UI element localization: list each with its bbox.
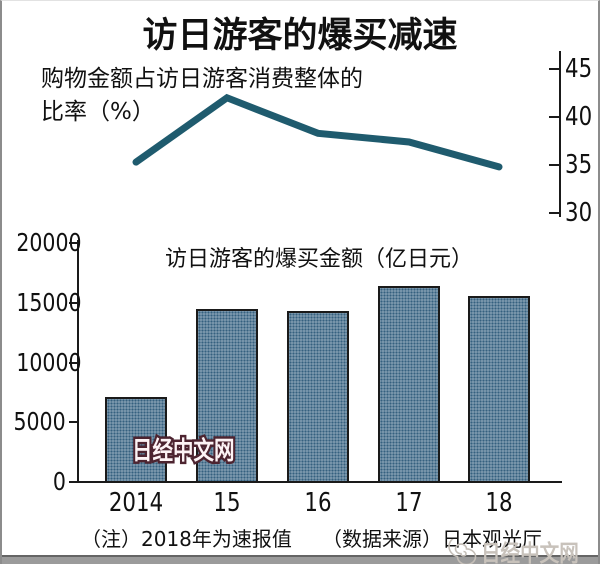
y-tick-label: 45 <box>565 54 593 84</box>
y-tick-label: 20000 <box>16 228 82 257</box>
spiral-icon <box>448 538 477 564</box>
bar-chart-x-axis <box>77 481 562 483</box>
x-label-2014: 2014 <box>108 488 164 518</box>
y-tick <box>549 68 561 70</box>
footnote: （注）2018年为速报值 <box>81 527 292 551</box>
bar-16 <box>287 311 349 483</box>
y-tick <box>69 301 79 304</box>
line-chart-y-axis <box>559 51 561 217</box>
bar-17 <box>378 286 440 483</box>
y-tick <box>69 361 79 364</box>
watermark-bottom-right-text: 日经中文网 <box>481 541 579 564</box>
data-source-note: （数据来源）日本观光厅 <box>322 527 542 551</box>
watermark-bottom-right: 日经中文网 <box>448 534 596 564</box>
y-tick <box>69 242 79 244</box>
watermark-center: 日经中文网 <box>130 434 237 468</box>
bar-18 <box>468 295 530 483</box>
y-tick <box>549 212 561 214</box>
y-tick-label: 15000 <box>16 287 82 317</box>
page-title: 访日游客的爆买减速 <box>142 16 458 56</box>
bar-15 <box>196 308 258 483</box>
y-tick-label: 0 <box>52 467 66 496</box>
y-tick-label: 30 <box>565 198 593 228</box>
x-label-15: 15 <box>213 488 241 518</box>
y-tick-label: 10000 <box>16 347 82 377</box>
bar-chart-title: 访日游客的爆买金额（亿日元） <box>164 247 473 272</box>
bottom-divider-strip <box>2 555 598 564</box>
y-tick <box>69 421 79 424</box>
x-label-17: 17 <box>395 488 423 518</box>
bar-2014 <box>105 397 167 483</box>
y-tick <box>549 164 561 166</box>
x-label-16: 16 <box>304 488 332 518</box>
line-series <box>132 93 503 171</box>
y-tick-label: 5000 <box>13 407 66 437</box>
y-tick-label: 40 <box>565 102 593 132</box>
y-tick-label: 35 <box>565 150 593 180</box>
x-label-18: 18 <box>485 488 513 518</box>
y-tick <box>549 116 561 118</box>
y-tick <box>69 481 79 483</box>
line-chart-label: 购物金额占访日游客消费整体的 比率（%） <box>41 66 363 125</box>
